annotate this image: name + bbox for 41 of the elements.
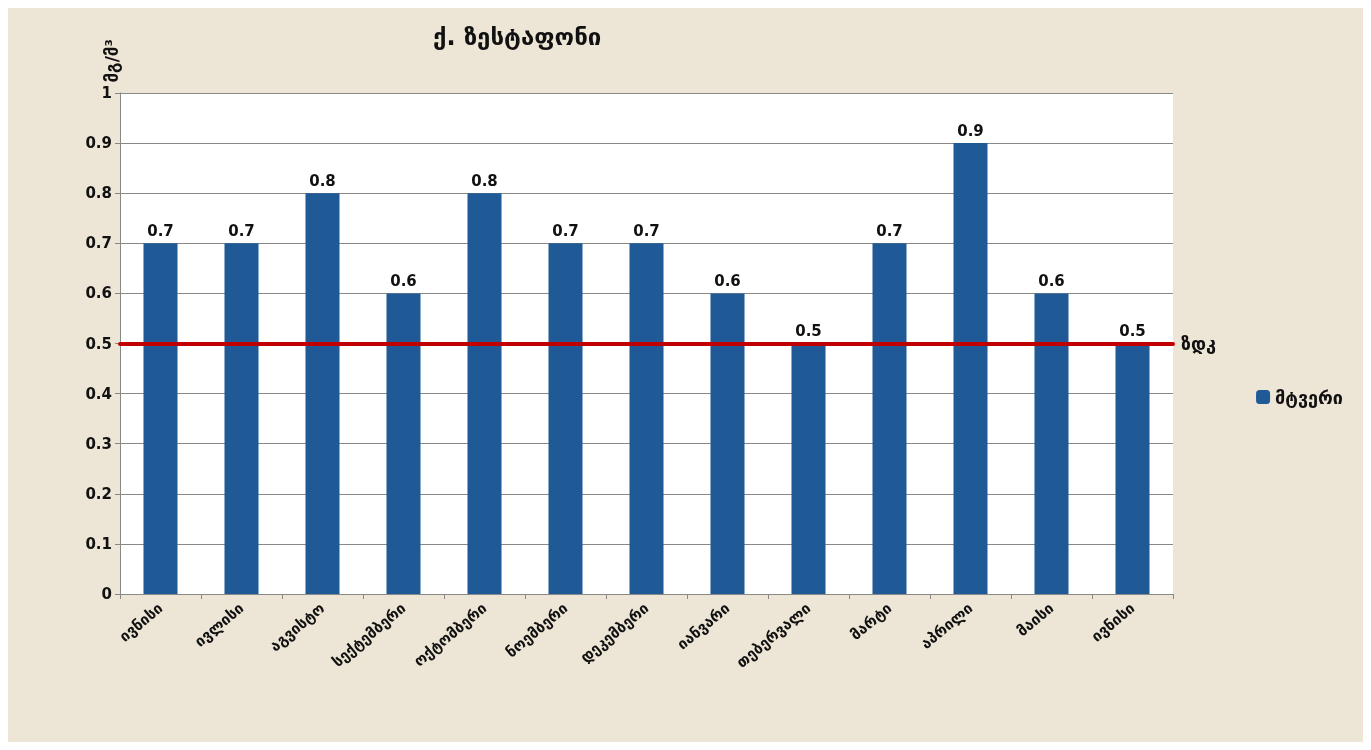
y-tick-label: 0.9 xyxy=(85,134,112,153)
data-label: 0.7 xyxy=(633,221,660,240)
data-label: 0.6 xyxy=(390,271,417,290)
data-label: 0.8 xyxy=(309,171,336,190)
y-tick-label: 0.8 xyxy=(85,184,112,203)
y-axis-title: მგ/მ³ xyxy=(101,39,122,83)
bar xyxy=(548,243,583,594)
y-tick-label: 0.5 xyxy=(85,334,112,353)
bar xyxy=(629,243,664,594)
bar xyxy=(386,293,421,594)
bar xyxy=(1034,293,1069,594)
y-tick-label: 0.4 xyxy=(85,384,112,403)
y-tick-label: 0 xyxy=(101,585,112,603)
chart-title: ქ. ზესტაფონი xyxy=(433,23,602,51)
legend-label: მტვერი xyxy=(1275,386,1344,408)
y-tick-label: 0.7 xyxy=(85,234,112,253)
data-label: 0.8 xyxy=(471,171,498,190)
bar xyxy=(872,243,907,594)
data-label: 0.7 xyxy=(228,221,255,240)
bar xyxy=(143,243,178,594)
bar xyxy=(467,193,502,594)
bar xyxy=(305,193,340,594)
data-label: 0.7 xyxy=(876,221,903,240)
ref-line-label: ზდკ xyxy=(1181,333,1216,354)
bar xyxy=(953,143,988,594)
data-label: 0.7 xyxy=(147,221,174,240)
bar xyxy=(710,293,745,594)
data-label: 0.6 xyxy=(1038,271,1065,290)
y-tick-label: 0.2 xyxy=(85,484,112,503)
y-tick-label: 0.6 xyxy=(85,284,112,303)
bar xyxy=(224,243,259,594)
bar xyxy=(791,343,826,594)
data-label: 0.5 xyxy=(1119,322,1146,340)
y-tick-label: 1 xyxy=(101,84,112,102)
data-label: 0.9 xyxy=(957,121,984,140)
y-tick-label: 0.1 xyxy=(85,534,112,553)
bar xyxy=(1115,343,1150,594)
data-label: 0.5 xyxy=(795,322,822,340)
y-tick-label: 0.3 xyxy=(85,434,112,453)
data-label: 0.6 xyxy=(714,271,741,290)
data-label: 0.7 xyxy=(552,221,579,240)
